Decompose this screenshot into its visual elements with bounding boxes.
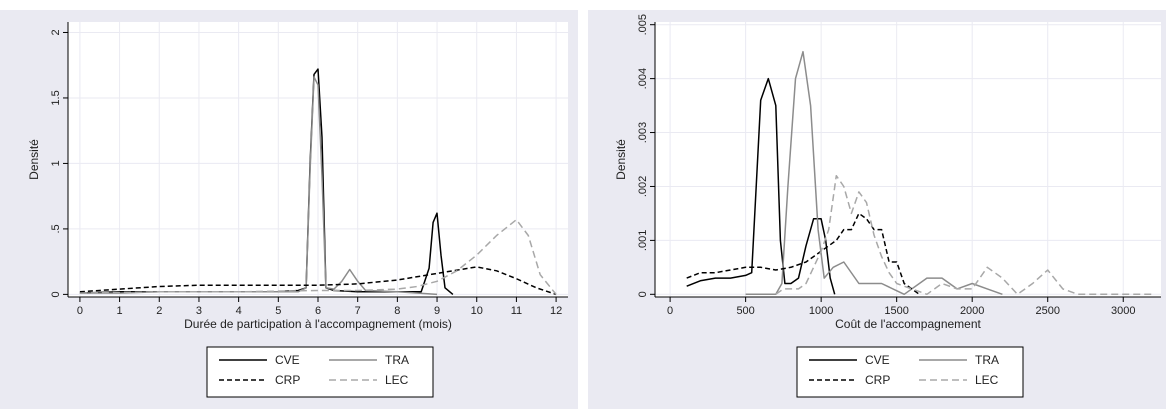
legend-label-cve: CVE bbox=[275, 353, 300, 367]
x-tick-label: 2500 bbox=[1035, 305, 1059, 317]
x-tick-label: 0 bbox=[77, 305, 83, 317]
series-line-lec bbox=[775, 174, 1154, 296]
y-tick-label: .5 bbox=[50, 224, 62, 233]
x-tick-label: 3 bbox=[196, 305, 202, 317]
x-tick-label: 9 bbox=[434, 305, 440, 317]
x-tick-label: 2 bbox=[156, 305, 162, 317]
x-tick-label: 1000 bbox=[809, 305, 833, 317]
legend-box bbox=[206, 346, 434, 398]
y-tick-label: 1 bbox=[50, 160, 62, 166]
x-tick-label: 3000 bbox=[1111, 305, 1135, 317]
x-axis-title: Coût de l'accompagnement bbox=[835, 317, 981, 331]
series-line-lec bbox=[79, 218, 557, 295]
y-tick-label: 2 bbox=[50, 29, 62, 35]
legend: CVE TRA CRP LEC bbox=[796, 346, 1024, 398]
x-tick-label: 2000 bbox=[960, 305, 984, 317]
x-tick-label: 8 bbox=[394, 305, 400, 317]
x-tick-label: 7 bbox=[355, 305, 361, 317]
y-tick-label: 1.5 bbox=[50, 90, 62, 105]
legend-label-lec: LEC bbox=[385, 373, 409, 387]
x-tick-label: 1 bbox=[117, 305, 123, 317]
y-tick-label: .003 bbox=[637, 122, 649, 143]
x-tick-label: 12 bbox=[550, 305, 562, 317]
series-line-tra bbox=[745, 50, 1003, 296]
y-tick-label: .001 bbox=[637, 230, 649, 251]
x-tick-label: 5 bbox=[275, 305, 281, 317]
y-axis-title: Densité bbox=[614, 139, 628, 180]
legend-box bbox=[796, 346, 1024, 398]
y-tick-label: 0 bbox=[637, 291, 649, 297]
x-axis-title: Durée de participation à l'accompagnemen… bbox=[184, 317, 452, 331]
y-tick-label: 0 bbox=[50, 291, 62, 297]
y-axis-title: Densité bbox=[27, 139, 41, 180]
y-tick-label: .005 bbox=[637, 14, 649, 35]
plot-area bbox=[655, 22, 1161, 297]
x-tick-label: 6 bbox=[315, 305, 321, 317]
x-tick-label: 4 bbox=[236, 305, 242, 317]
x-tick-label: 0 bbox=[667, 305, 673, 317]
legend-label-cve: CVE bbox=[865, 353, 890, 367]
series-line-cve bbox=[686, 77, 836, 295]
legend-label-tra: TRA bbox=[385, 353, 409, 367]
legend-label-crp: CRP bbox=[865, 373, 890, 387]
y-tick-label: .004 bbox=[637, 68, 649, 89]
legend: CVE TRA CRP LEC bbox=[206, 346, 434, 398]
chart-2: 0 500 1000 1500 2000 2500 3000 0 .001 .002 .003 .00… bbox=[588, 10, 1166, 409]
x-tick-label: 10 bbox=[471, 305, 483, 317]
legend-label-crp: CRP bbox=[275, 373, 300, 387]
legend-label-lec: LEC bbox=[975, 373, 999, 387]
x-tick-label: 11 bbox=[511, 305, 522, 317]
x-tick-label: 1500 bbox=[884, 305, 908, 317]
x-tick-label: 500 bbox=[736, 305, 754, 317]
series-line-crp bbox=[79, 266, 557, 296]
series-line-crp bbox=[686, 212, 920, 295]
y-tick-label: .002 bbox=[637, 176, 649, 197]
legend-label-tra: TRA bbox=[975, 353, 999, 367]
